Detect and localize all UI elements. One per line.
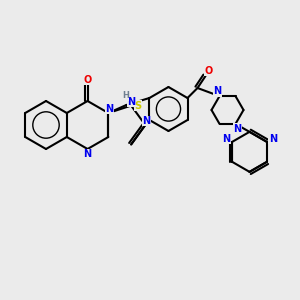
Text: N: N [269, 134, 277, 144]
Text: N: N [105, 104, 113, 114]
Text: O: O [83, 75, 92, 85]
Text: H: H [122, 92, 129, 100]
Text: S: S [135, 100, 142, 111]
Text: O: O [204, 66, 213, 76]
Text: N: N [222, 134, 230, 144]
Text: N: N [233, 124, 242, 134]
Text: N: N [213, 86, 222, 96]
Text: N: N [83, 149, 92, 159]
Text: N: N [127, 97, 135, 107]
Text: N: N [142, 116, 150, 126]
